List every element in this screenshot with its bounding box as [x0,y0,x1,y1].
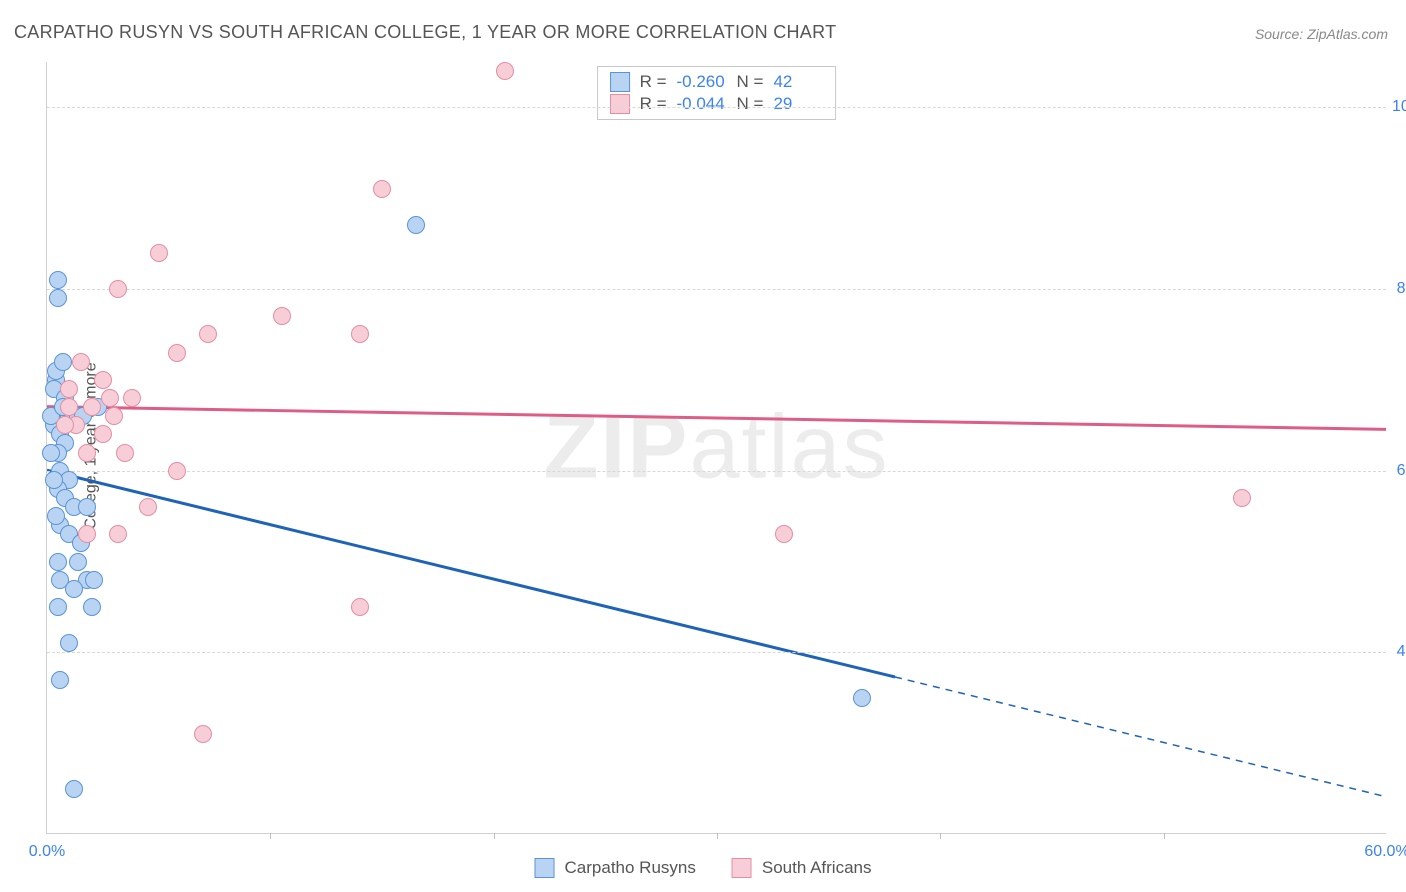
n-label: N = [737,72,764,92]
y-tick-label: 100.0% [1392,98,1406,116]
point-series2 [78,444,96,462]
plot-area: ZIPatlas R = -0.260 N = 42 R = -0.044 N … [46,62,1386,834]
point-series2 [116,444,134,462]
legend-item-2: South Africans [732,858,872,878]
point-series1 [85,571,103,589]
stats-row-1: R = -0.260 N = 42 [610,71,824,93]
stats-legend: R = -0.260 N = 42 R = -0.044 N = 29 [597,66,837,120]
point-series1 [47,507,65,525]
point-series2 [60,398,78,416]
point-series2 [83,398,101,416]
point-series2 [168,344,186,362]
point-series1 [51,671,69,689]
point-series2 [123,389,141,407]
point-series1 [49,598,67,616]
point-series1 [45,471,63,489]
point-series1 [49,289,67,307]
x-tick-mark [494,833,495,839]
x-tick-mark [270,833,271,839]
r-value-2: -0.044 [677,94,727,114]
x-tick-mark [717,833,718,839]
bottom-legend: Carpatho Rusyns South Africans [535,858,872,878]
x-tick-mark [940,833,941,839]
point-series2 [496,62,514,80]
point-series2 [199,325,217,343]
watermark: ZIPatlas [543,396,889,499]
swatch-series2 [732,858,752,878]
point-series2 [78,525,96,543]
point-series2 [109,280,127,298]
point-series1 [49,553,67,571]
y-tick-label: 40.0% [1392,643,1406,661]
n-label: N = [737,94,764,114]
legend-label-1: Carpatho Rusyns [565,858,696,878]
point-series2 [109,525,127,543]
stats-row-2: R = -0.044 N = 29 [610,93,824,115]
point-series1 [49,271,67,289]
gridline-h [47,471,1386,472]
point-series2 [56,416,74,434]
swatch-series2 [610,94,630,114]
point-series2 [351,598,369,616]
swatch-series1 [535,858,555,878]
n-value-1: 42 [773,72,823,92]
x-tick-label: 0.0% [29,843,65,861]
point-series2 [775,525,793,543]
trend-line-dashed [895,677,1386,797]
point-series2 [72,353,90,371]
r-label: R = [640,72,667,92]
trend-line-solid [47,407,1386,430]
point-series2 [150,244,168,262]
point-series1 [65,580,83,598]
point-series2 [351,325,369,343]
point-series1 [69,553,87,571]
point-series1 [83,598,101,616]
point-series1 [42,444,60,462]
point-series1 [54,353,72,371]
source-label: Source: ZipAtlas.com [1255,26,1388,42]
point-series2 [139,498,157,516]
gridline-h [47,289,1386,290]
point-series1 [78,498,96,516]
gridline-h [47,652,1386,653]
point-series1 [65,780,83,798]
point-series2 [1233,489,1251,507]
gridline-h [47,107,1386,108]
correlation-chart: CARPATHO RUSYN VS SOUTH AFRICAN COLLEGE,… [0,0,1406,892]
point-series1 [60,634,78,652]
legend-label-2: South Africans [762,858,872,878]
trend-lines-svg [47,62,1386,833]
point-series2 [94,371,112,389]
point-series1 [853,689,871,707]
point-series2 [373,180,391,198]
swatch-series1 [610,72,630,92]
r-label: R = [640,94,667,114]
point-series2 [194,725,212,743]
point-series2 [60,380,78,398]
legend-item-1: Carpatho Rusyns [535,858,696,878]
point-series2 [94,425,112,443]
y-tick-label: 80.0% [1392,280,1406,298]
n-value-2: 29 [773,94,823,114]
point-series1 [407,216,425,234]
point-series2 [105,407,123,425]
point-series2 [273,307,291,325]
y-tick-label: 60.0% [1392,462,1406,480]
trend-line-solid [47,470,895,677]
point-series2 [101,389,119,407]
x-tick-label: 60.0% [1364,843,1406,861]
chart-title: CARPATHO RUSYN VS SOUTH AFRICAN COLLEGE,… [14,22,836,43]
x-tick-mark [1164,833,1165,839]
point-series2 [168,462,186,480]
r-value-1: -0.260 [677,72,727,92]
